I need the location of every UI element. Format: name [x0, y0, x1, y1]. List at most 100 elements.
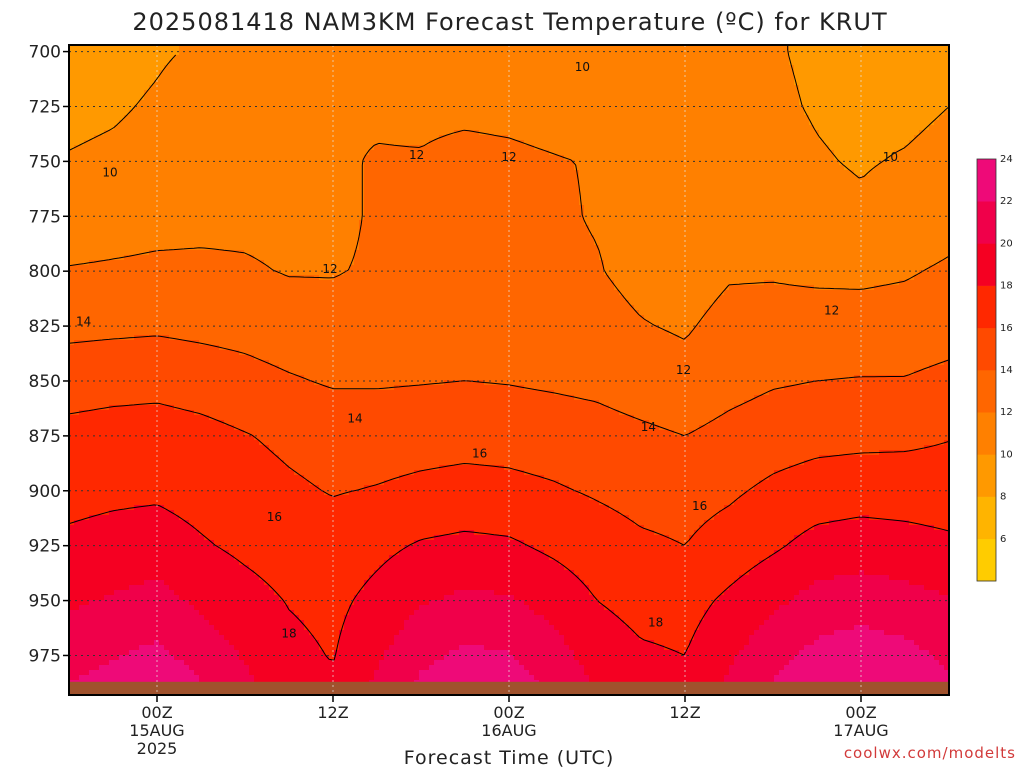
temperature-cell [894, 85, 900, 91]
temperature-cell [219, 130, 225, 136]
temperature-cell [774, 125, 780, 131]
temperature-cell [604, 45, 610, 51]
temperature-cell [74, 105, 80, 111]
temperature-cell [149, 165, 155, 171]
temperature-cell [839, 160, 845, 166]
temperature-cell [404, 160, 410, 166]
temperature-cell [454, 100, 460, 106]
temperature-cell [574, 95, 580, 101]
temperature-cell [824, 115, 830, 121]
temperature-cell [774, 45, 780, 51]
temperature-cell [264, 50, 270, 56]
temperature-cell [489, 120, 495, 126]
temperature-cell [129, 145, 135, 151]
temperature-cell [184, 60, 190, 66]
temperature-cell [899, 80, 905, 86]
temperature-cell [154, 85, 160, 91]
temperature-cell [649, 130, 655, 136]
temperature-cell [324, 95, 330, 101]
temperature-cell [509, 70, 515, 76]
temperature-cell [184, 50, 190, 56]
temperature-cell [559, 45, 565, 51]
temperature-cell [744, 110, 750, 116]
temperature-cell [194, 120, 200, 126]
temperature-cell [484, 135, 490, 141]
temperature-cell [224, 115, 230, 121]
temperature-cell [859, 170, 865, 176]
temperature-cell [224, 100, 230, 106]
temperature-cell [389, 70, 395, 76]
temperature-cell [534, 75, 540, 81]
temperature-cell [399, 80, 405, 86]
temperature-cell [584, 45, 590, 51]
temperature-cell [144, 130, 150, 136]
temperature-cell [299, 125, 305, 131]
temperature-cell [659, 115, 665, 121]
temperature-cell [594, 150, 600, 156]
temperature-cell [449, 150, 455, 156]
temperature-cell [239, 90, 245, 96]
temperature-cell [314, 170, 320, 176]
temperature-cell [859, 60, 865, 66]
temperature-cell [759, 135, 765, 141]
temperature-cell [899, 95, 905, 101]
temperature-cell [129, 110, 135, 116]
temperature-cell [409, 60, 415, 66]
temperature-cell [119, 175, 125, 181]
temperature-cell [674, 170, 680, 176]
temperature-cell [494, 75, 500, 81]
temperature-cell [274, 165, 280, 171]
temperature-cell [394, 105, 400, 111]
temperature-cell [744, 105, 750, 111]
temperature-cell [424, 175, 430, 181]
temperature-cell [364, 155, 370, 161]
temperature-cell [819, 65, 825, 71]
temperature-cell [589, 110, 595, 116]
temperature-cell [804, 135, 810, 141]
temperature-cell [629, 60, 635, 66]
temperature-cell [194, 90, 200, 96]
temperature-cell [654, 95, 660, 101]
temperature-cell [754, 80, 760, 86]
temperature-cell [259, 125, 265, 131]
temperature-cell [199, 160, 205, 166]
temperature-cell [549, 85, 555, 91]
temperature-cell [384, 50, 390, 56]
temperature-cell [479, 160, 485, 166]
temperature-cell [134, 50, 140, 56]
temperature-cell [429, 140, 435, 146]
temperature-cell [904, 85, 910, 91]
temperature-cell [99, 60, 105, 66]
temperature-cell [139, 45, 145, 51]
temperature-cell [929, 170, 935, 176]
temperature-cell [409, 175, 415, 181]
temperature-cell [774, 95, 780, 101]
temperature-cell [854, 145, 860, 151]
temperature-cell [409, 140, 415, 146]
temperature-cell [504, 90, 510, 96]
temperature-cell [939, 105, 945, 111]
temperature-cell [659, 120, 665, 126]
temperature-cell [639, 100, 645, 106]
temperature-cell [839, 180, 845, 186]
temperature-cell [294, 165, 300, 171]
temperature-cell [109, 95, 115, 101]
temperature-cell [224, 175, 230, 181]
temperature-cell [359, 155, 365, 161]
temperature-cell [324, 45, 330, 51]
temperature-cell [849, 75, 855, 81]
temperature-cell [639, 110, 645, 116]
temperature-cell [429, 130, 435, 136]
temperature-cell [924, 60, 930, 66]
temperature-cell [739, 165, 745, 171]
temperature-cell [334, 150, 340, 156]
temperature-cell [439, 130, 445, 136]
temperature-cell [244, 140, 250, 146]
temperature-cell [924, 65, 930, 71]
temperature-cell [609, 170, 615, 176]
temperature-cell [294, 75, 300, 81]
temperature-cell [604, 170, 610, 176]
temperature-cell [339, 105, 345, 111]
temperature-cell [669, 110, 675, 116]
temperature-cell [309, 130, 315, 136]
